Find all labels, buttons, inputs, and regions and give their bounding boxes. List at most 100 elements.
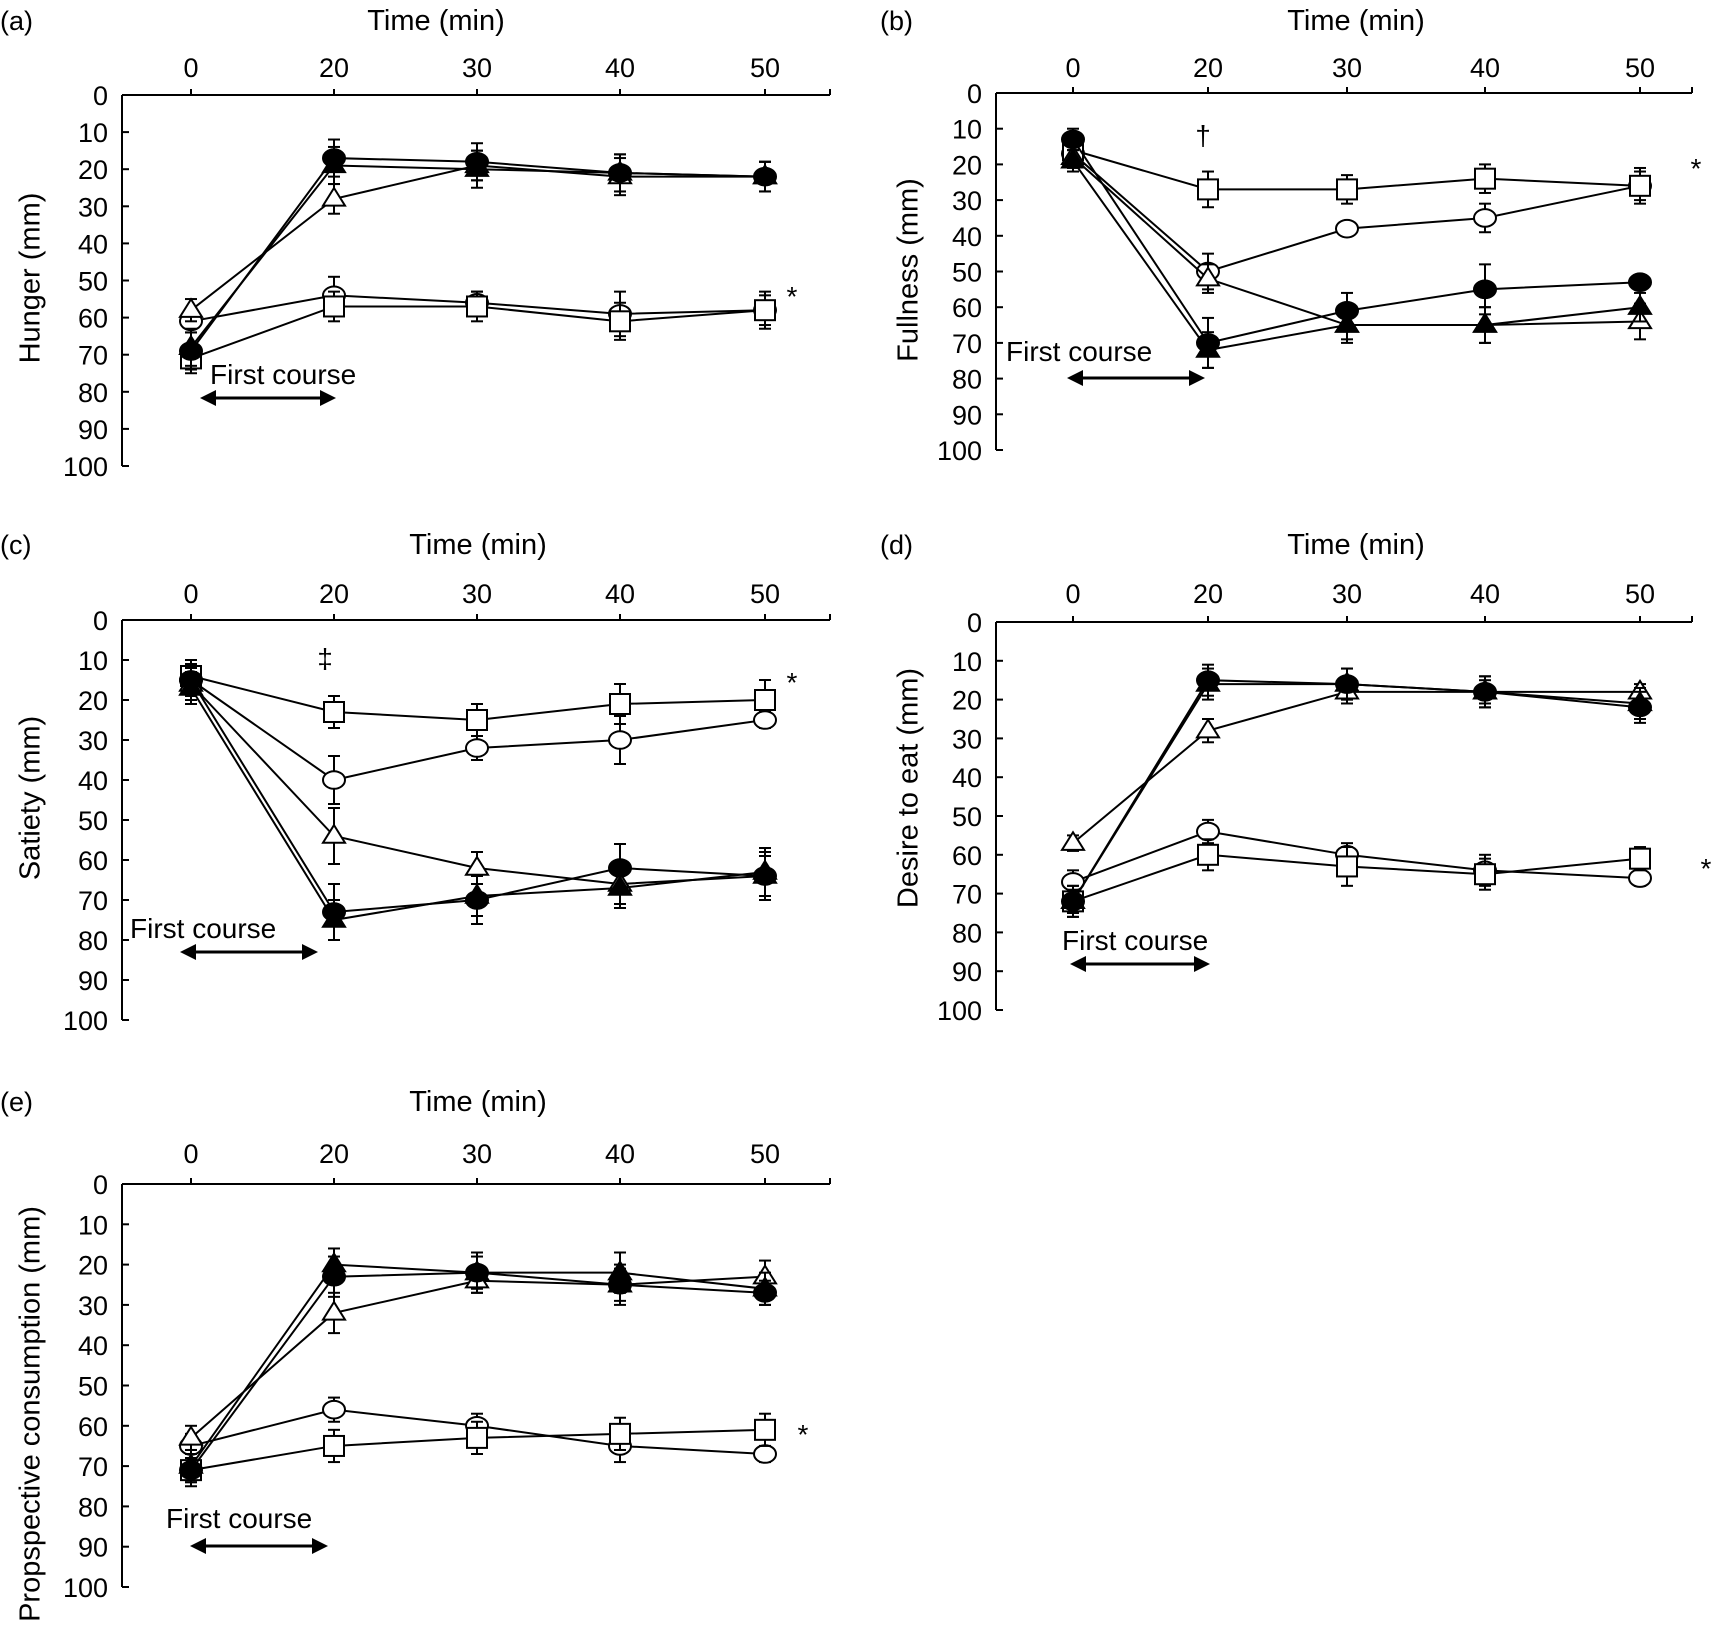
x-tick-label: 30 bbox=[1332, 53, 1362, 83]
data-point bbox=[1335, 218, 1359, 239]
series-open-square bbox=[1062, 138, 1651, 209]
series-filled-circle bbox=[1061, 663, 1652, 918]
arrow-head-left bbox=[1067, 370, 1083, 386]
y-tick-label: 90 bbox=[78, 966, 108, 996]
x-tick-label: 40 bbox=[605, 53, 635, 83]
y-tick-label: 80 bbox=[78, 378, 108, 408]
first-course-label: First course bbox=[1062, 925, 1208, 956]
series-filled-triangle bbox=[1060, 667, 1653, 918]
x-tick-label: 50 bbox=[750, 53, 780, 83]
data-point bbox=[321, 1251, 347, 1273]
arrow-head-left bbox=[1070, 956, 1086, 972]
first-course-label: First course bbox=[210, 359, 356, 390]
x-tick-label: 30 bbox=[462, 53, 492, 83]
series-open-triangle bbox=[1060, 679, 1653, 852]
y-tick-label: 70 bbox=[78, 341, 108, 371]
arrow-head-left bbox=[200, 390, 216, 406]
x-tick-label: 40 bbox=[605, 1139, 635, 1169]
y-tick-label: 10 bbox=[952, 115, 982, 145]
data-point bbox=[1195, 671, 1221, 692]
data-point bbox=[609, 1422, 631, 1445]
data-point bbox=[753, 1444, 777, 1464]
significance-asterisk: * bbox=[1691, 153, 1702, 184]
data-point bbox=[1472, 679, 1498, 700]
series-open-square bbox=[180, 1412, 776, 1484]
y-tick-label: 10 bbox=[78, 1210, 108, 1240]
y-tick-label: 80 bbox=[952, 918, 982, 948]
x-axis-title: Time (min) bbox=[1287, 5, 1424, 37]
data-point bbox=[1627, 294, 1653, 315]
data-point bbox=[1334, 312, 1360, 333]
y-axis-title: Propspective consumption (mm) bbox=[15, 1206, 47, 1622]
arrow-head-right bbox=[320, 390, 336, 406]
data-point bbox=[321, 823, 347, 844]
data-point bbox=[466, 1426, 488, 1449]
x-tick-label: 20 bbox=[319, 53, 349, 83]
data-point bbox=[1627, 690, 1653, 712]
series-filled-triangle bbox=[178, 671, 778, 941]
y-tick-label: 100 bbox=[63, 1006, 108, 1036]
data-point bbox=[1472, 312, 1498, 333]
y-tick-label: 20 bbox=[952, 150, 982, 180]
data-point bbox=[1195, 717, 1221, 739]
data-point bbox=[1061, 129, 1085, 150]
y-tick-label: 50 bbox=[78, 806, 108, 836]
y-tick-label: 80 bbox=[78, 926, 108, 956]
data-point bbox=[1474, 863, 1496, 886]
x-tick-label: 0 bbox=[183, 1139, 198, 1169]
data-point bbox=[607, 1259, 633, 1281]
data-point bbox=[752, 859, 778, 880]
x-axis-title: Time (min) bbox=[409, 1086, 546, 1118]
x-tick-label: 20 bbox=[319, 1139, 349, 1169]
data-point bbox=[754, 299, 776, 322]
panel-d: (d) Time (min) 0 20 30 40 50 0 10 20 30 40 50 60 70 80 9… bbox=[880, 529, 1712, 1026]
y-tick-label: 80 bbox=[952, 365, 982, 395]
y-tick-label: 0 bbox=[967, 79, 982, 109]
data-point bbox=[1197, 178, 1219, 201]
data-point bbox=[323, 1434, 345, 1457]
y-axis-title: Desire to eat (mm) bbox=[893, 668, 925, 908]
y-axis-title: Fullness (mm) bbox=[893, 178, 925, 362]
y-tick-label: 30 bbox=[78, 192, 108, 222]
y-tick-label: 50 bbox=[78, 267, 108, 297]
data-point bbox=[321, 907, 347, 928]
data-point bbox=[752, 1275, 778, 1297]
significance-asterisk: * bbox=[1701, 853, 1712, 884]
data-point bbox=[321, 152, 347, 174]
data-point bbox=[178, 297, 204, 318]
data-point bbox=[609, 693, 631, 715]
x-tick-label: 50 bbox=[1625, 579, 1655, 609]
x-tick-label: 20 bbox=[1193, 579, 1223, 609]
data-point bbox=[321, 1300, 347, 1321]
panel-e: (e) Time (min) 0 20 30 40 50 0 10 20 30 40 50 60 70 80 9… bbox=[0, 1086, 831, 1622]
y-tick-label: 100 bbox=[937, 436, 982, 466]
data-point bbox=[1628, 272, 1652, 293]
data-point bbox=[322, 770, 346, 790]
data-point bbox=[607, 875, 633, 896]
y-tick-label: 70 bbox=[78, 886, 108, 916]
y-tick-label: 40 bbox=[78, 766, 108, 796]
first-course-label: First course bbox=[130, 913, 276, 944]
series-open-square bbox=[180, 659, 776, 737]
y-tick-label: 40 bbox=[952, 222, 982, 252]
data-point bbox=[1195, 337, 1221, 358]
panel-label: (b) bbox=[880, 6, 913, 36]
data-point bbox=[1473, 279, 1497, 300]
data-point bbox=[1060, 148, 1086, 169]
x-tick-label: 40 bbox=[1470, 53, 1500, 83]
y-tick-label: 90 bbox=[952, 400, 982, 430]
data-point bbox=[1195, 265, 1221, 287]
data-point bbox=[1060, 830, 1086, 851]
data-point bbox=[607, 160, 633, 181]
data-point bbox=[754, 1418, 776, 1441]
y-tick-label: 30 bbox=[952, 724, 982, 754]
panel-label: (d) bbox=[880, 530, 913, 560]
y-tick-label: 30 bbox=[78, 1291, 108, 1321]
data-point bbox=[466, 295, 488, 318]
y-tick-label: 30 bbox=[78, 726, 108, 756]
x-tick-label: 30 bbox=[1332, 579, 1362, 609]
y-tick-label: 0 bbox=[967, 608, 982, 638]
significance-asterisk: * bbox=[787, 281, 798, 312]
y-tick-label: 20 bbox=[78, 686, 108, 716]
y-tick-label: 60 bbox=[78, 1412, 108, 1442]
